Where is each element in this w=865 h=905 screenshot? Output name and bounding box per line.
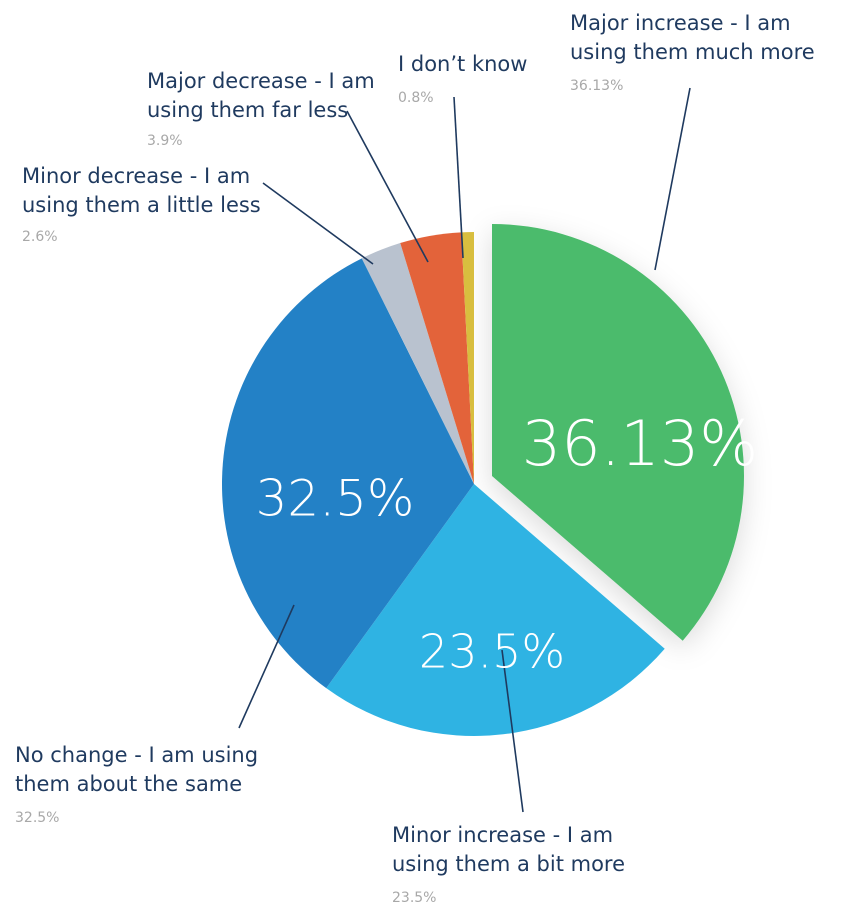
slice-category-label: I don’t know: [398, 52, 527, 76]
leader-line: [453, 96, 464, 259]
leader-line: [654, 87, 691, 271]
slice-percent-label: 32.5%: [15, 810, 59, 826]
slice-percent-label: 3.9%: [147, 133, 183, 149]
slice-category-label: Major increase - I am: [570, 11, 791, 35]
pie-slice-0: [492, 224, 745, 641]
slice-category-label: using them a bit more: [392, 852, 625, 876]
leader-line: [238, 604, 295, 729]
pie-slice-4: [400, 232, 474, 484]
slice-category-label: using them far less: [147, 98, 348, 122]
pie-slices: [221, 224, 745, 737]
pie-slice-3: [361, 243, 474, 484]
slice-percent-label: 36.13%: [570, 78, 623, 94]
slice-percent-label: 0.8%: [398, 90, 434, 106]
leader-line: [262, 182, 374, 265]
slice-labels: 36.13% Major increase - I am using them mu…: [15, 11, 815, 905]
slice-category-label: Major decrease - I am: [147, 69, 375, 93]
slice-category-label: Minor increase - I am: [392, 823, 613, 847]
slice-category-label: No change - I am using: [15, 743, 258, 767]
slice-value-label: 36.13%: [522, 407, 758, 480]
slice-value-label: 23.5%: [419, 625, 565, 679]
slice-category-label: Minor decrease - I am: [22, 164, 250, 188]
leader-line: [501, 649, 524, 813]
slice-percent-label: 23.5%: [392, 890, 436, 905]
slice-category-label: them about the same: [15, 772, 242, 796]
leader-line: [346, 110, 429, 263]
leader-lines: [238, 87, 691, 813]
pie-slice-2: [221, 258, 474, 689]
slice-category-label: using them much more: [570, 40, 815, 64]
pie-slice-1: [326, 484, 665, 737]
pie-slice-5: [461, 232, 474, 484]
slice-value-label: 32.5%: [256, 470, 415, 528]
slice-percent-label: 2.6%: [22, 229, 58, 245]
slice-category-label: using them a little less: [22, 193, 261, 217]
